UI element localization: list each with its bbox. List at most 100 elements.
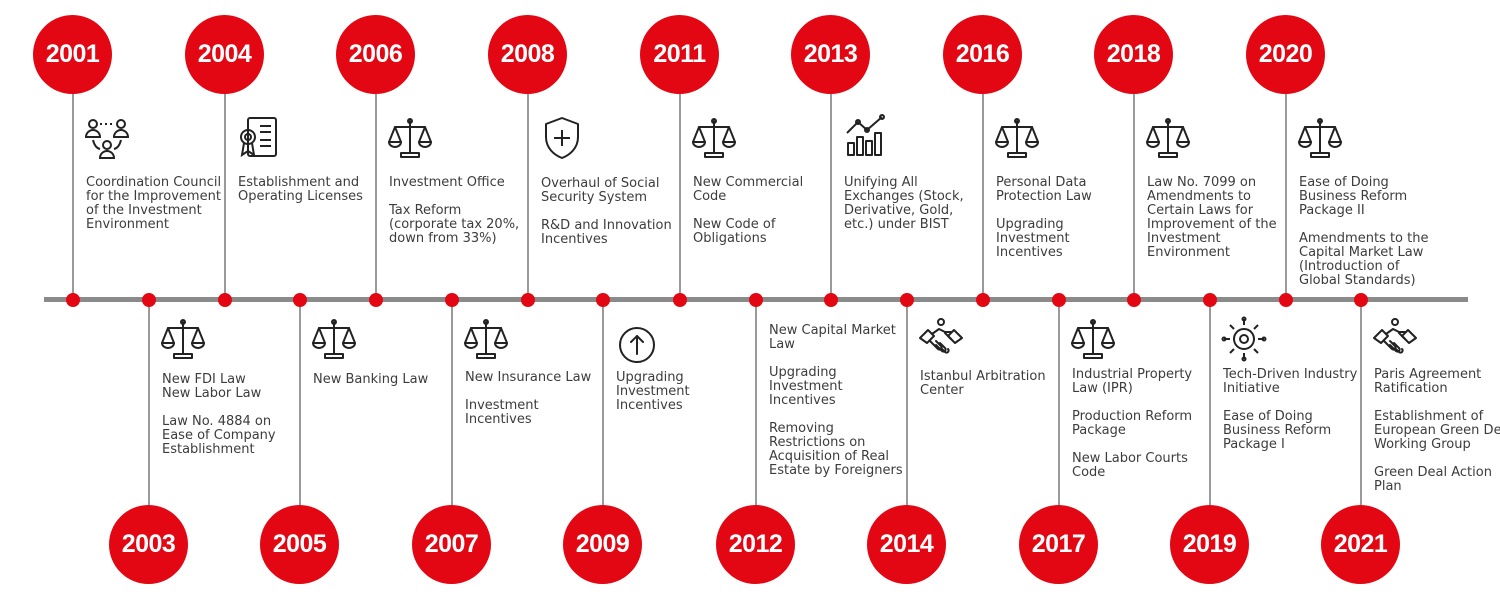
event-item: New Commercial Code [693,175,804,204]
timeline-marker [218,293,232,307]
event-item: Law No. 4884 on Ease of Company Establis… [162,414,276,457]
timeline-connector [982,92,984,298]
event-item: Upgrading Investment Incentives [616,370,690,413]
handshake-icon [918,316,964,362]
timeline-marker [824,293,838,307]
event-item: Ease of Doing Business Reform Package I [1223,409,1332,452]
chart-trend-icon-graphic [846,114,885,156]
event-description: Establishment and Operating Licenses [238,176,378,218]
timeline-connector [679,92,681,298]
event-item: Removing Restrictions on Acquisition of … [769,421,903,478]
scales-icon [311,316,357,362]
timeline-connector [1285,92,1287,298]
event-item: Law No. 7099 on Amendments to Certain La… [1147,175,1277,260]
timeline-connector [1360,302,1362,506]
event-description: Investment Office Tax Reform (corporate t… [389,176,529,260]
timeline-connector [451,302,453,506]
scales-icon [463,316,509,362]
timeline-connector [527,92,529,298]
event-item: Upgrading Investment Incentives [996,217,1070,260]
scales-icon-graphic [1298,118,1342,158]
event-item: New Code of Obligations [693,217,776,246]
event-description: New Banking Law [313,373,453,401]
tech-gear-icon [1221,316,1267,362]
timeline-marker [1279,293,1293,307]
timeline-connector [148,302,150,506]
event-item: New Insurance Law [465,370,592,385]
scales-icon [1145,115,1191,161]
scales-icon-graphic [995,118,1039,158]
year-badge: 2013 [791,15,870,94]
event-item: Ease of Doing Business Reform Package II [1299,175,1408,218]
event-item: New FDI Law New Labor Law [162,372,262,401]
event-description: Paris Agreement Ratification Establishmen… [1374,368,1500,508]
event-description: Ease of Doing Business Reform Package II… [1299,176,1439,302]
chart-trend-icon [842,113,888,159]
event-item: Coordination Council for the Improvement… [86,175,222,232]
timeline-marker [369,293,383,307]
scales-icon-graphic [388,118,432,158]
year-badge: 2001 [33,15,112,94]
timeline-connector [602,302,604,506]
event-description: Law No. 7099 on Amendments to Certain La… [1147,176,1287,274]
year-badge: 2014 [867,505,946,584]
network-people-icon [84,115,130,161]
scales-icon [994,115,1040,161]
timeline-marker [445,293,459,307]
arrow-up-circle-icon-graphic [619,327,655,363]
year-badge: 2020 [1246,15,1325,94]
event-item: Green Deal Action Plan [1374,465,1492,494]
timeline-marker [596,293,610,307]
timeline-connector [906,302,908,506]
event-item: Tech-Driven Industry Initiative [1223,367,1358,396]
scales-icon-graphic [464,319,508,359]
timeline-marker [1127,293,1141,307]
event-item: R&D and Innovation Incentives [541,218,672,247]
event-description: New Commercial Code New Code of Obligatio… [693,176,833,260]
license-certificate-icon [236,115,282,161]
shield-plus-icon [539,115,585,161]
event-description: New Insurance Law Investment Incentives [465,371,605,441]
timeline-connector [299,302,301,506]
year-badge: 2012 [716,505,795,584]
timeline-marker [142,293,156,307]
event-description: Coordination Council for the Improvement… [86,176,226,246]
event-item: Investment Incentives [465,398,539,427]
year-badge: 2019 [1170,505,1249,584]
event-description: Unifying All Exchanges (Stock, Derivativ… [844,176,984,246]
timeline-connector [72,92,74,298]
event-item: New Banking Law [313,372,429,387]
event-item: Amendments to the Capital Market Law (In… [1299,231,1429,288]
year-badge: 2003 [109,505,188,584]
event-description: Tech-Driven Industry Initiative Ease of D… [1223,368,1363,466]
network-people-icon-graphic [84,119,130,159]
year-badge: 2007 [412,505,491,584]
year-badge: 2018 [1094,15,1173,94]
scales-icon [691,115,737,161]
event-item: Establishment of European Green Deal Wor… [1374,409,1500,452]
event-item: Overhaul of Social Security System [541,176,660,205]
timeline-connector [1058,302,1060,506]
timeline-connector [375,92,377,298]
event-item: Industrial Property Law (IPR) [1072,367,1193,396]
scales-icon [387,115,433,161]
timeline-marker [673,293,687,307]
timeline-connector [224,92,226,298]
tech-gear-icon-graphic [1221,316,1267,362]
scales-icon [1297,115,1343,161]
event-description: New FDI Law New Labor Law Law No. 4884 on… [162,373,302,471]
timeline-marker [1203,293,1217,307]
arrow-up-circle-icon [614,322,660,368]
timeline-connector [830,92,832,298]
year-badge: 2009 [563,505,642,584]
timeline-marker [1052,293,1066,307]
timeline-marker [66,293,80,307]
scales-icon-graphic [161,319,205,359]
event-description: Overhaul of Social Security System R&D an… [541,177,681,261]
scales-icon [1070,316,1116,362]
timeline-marker [900,293,914,307]
event-item: Istanbul Arbitration Center [920,369,1046,398]
event-item: New Capital Market Law [769,323,896,352]
license-certificate-icon-graphic [240,117,277,158]
year-badge: 2005 [260,505,339,584]
